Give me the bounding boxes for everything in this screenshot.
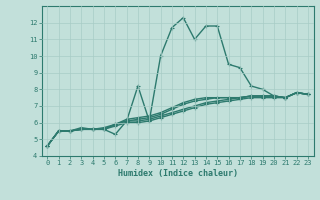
X-axis label: Humidex (Indice chaleur): Humidex (Indice chaleur) (118, 169, 237, 178)
